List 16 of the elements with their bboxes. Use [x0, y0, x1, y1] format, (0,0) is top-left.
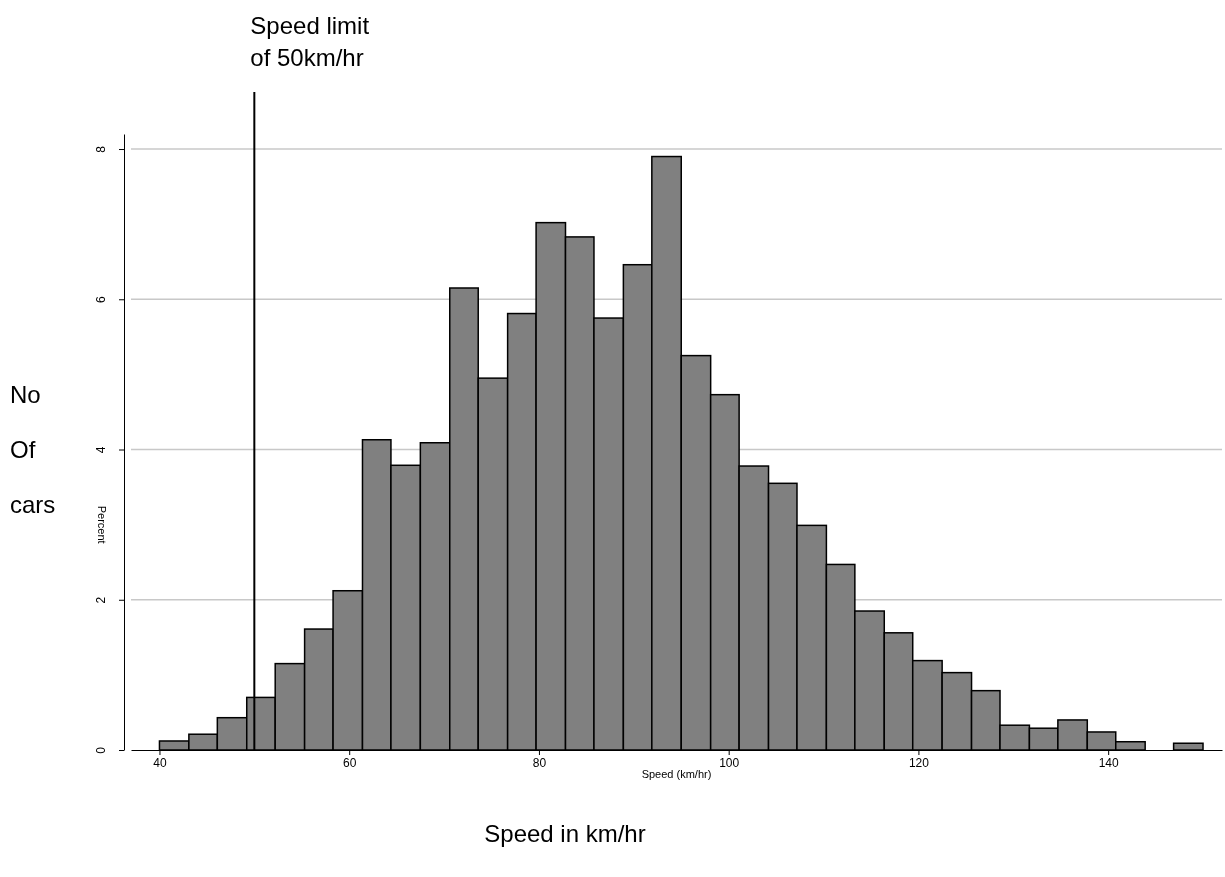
x-axis-title: Speed (km/hr) [641, 768, 712, 780]
ref-line-label: Speed limit of 50km/hr [250, 12, 370, 71]
text: No Of cars [10, 381, 56, 518]
text: Speed in km/hr [484, 820, 646, 847]
x-tick-label: 120 [908, 755, 930, 770]
x-tick-label: 80 [532, 755, 547, 770]
y-axis-title: Percent [96, 505, 108, 544]
y-tick-label: 4 [94, 446, 109, 454]
x-tick-label: 140 [1098, 755, 1119, 770]
y-tick-label: 6 [94, 296, 109, 304]
y-tick-label: 2 [94, 596, 109, 604]
y-tick-label: 8 [94, 145, 109, 153]
x-tick-label: 60 [343, 755, 357, 770]
x-tick-label: 100 [719, 755, 740, 770]
y-tick-label: 0 [94, 746, 109, 754]
x-tick-label: 40 [153, 755, 167, 770]
